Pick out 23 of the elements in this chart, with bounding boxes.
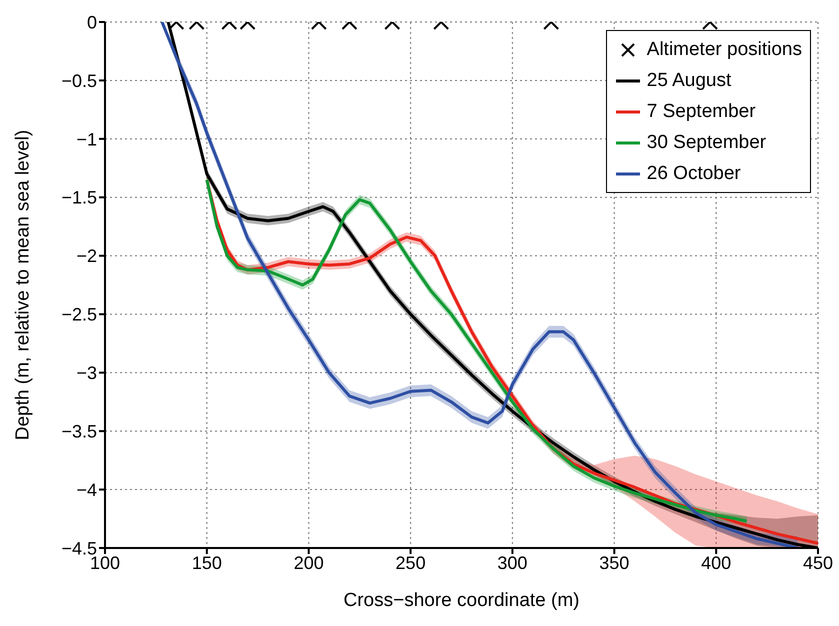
y-tick-label: −2 <box>76 246 97 266</box>
y-tick-label: −1.5 <box>61 188 97 208</box>
y-tick-label: −1 <box>76 129 97 150</box>
x-tick-label: 400 <box>701 552 732 573</box>
legend-label: 7 September <box>646 100 756 124</box>
legend-label: 30 September <box>646 131 766 155</box>
x-axis-title: Cross−shore coordinate (m) <box>343 590 580 611</box>
legend-label: 25 August <box>646 69 732 93</box>
y-tick-label: −3 <box>76 363 97 384</box>
y-tick-label: −4 <box>76 480 97 500</box>
x-tick-label: 350 <box>599 552 630 573</box>
x-tick-label: 450 <box>802 552 834 573</box>
x-tick-label: 150 <box>192 552 222 573</box>
x-tick-label: 300 <box>497 552 528 573</box>
legend-label: Altimeter positions <box>646 38 802 62</box>
y-tick-label: 0 <box>86 12 97 32</box>
x-tick-label: 250 <box>396 552 426 573</box>
x-tick-label: 200 <box>294 552 324 573</box>
legend-label: 26 October <box>646 162 741 186</box>
y-axis-title: Depth (m, relative to mean sea level) <box>12 130 34 440</box>
y-tick-label: −0.5 <box>61 70 97 91</box>
y-tick-label: −2.5 <box>61 304 97 325</box>
y-tick-label: −3.5 <box>61 422 97 442</box>
